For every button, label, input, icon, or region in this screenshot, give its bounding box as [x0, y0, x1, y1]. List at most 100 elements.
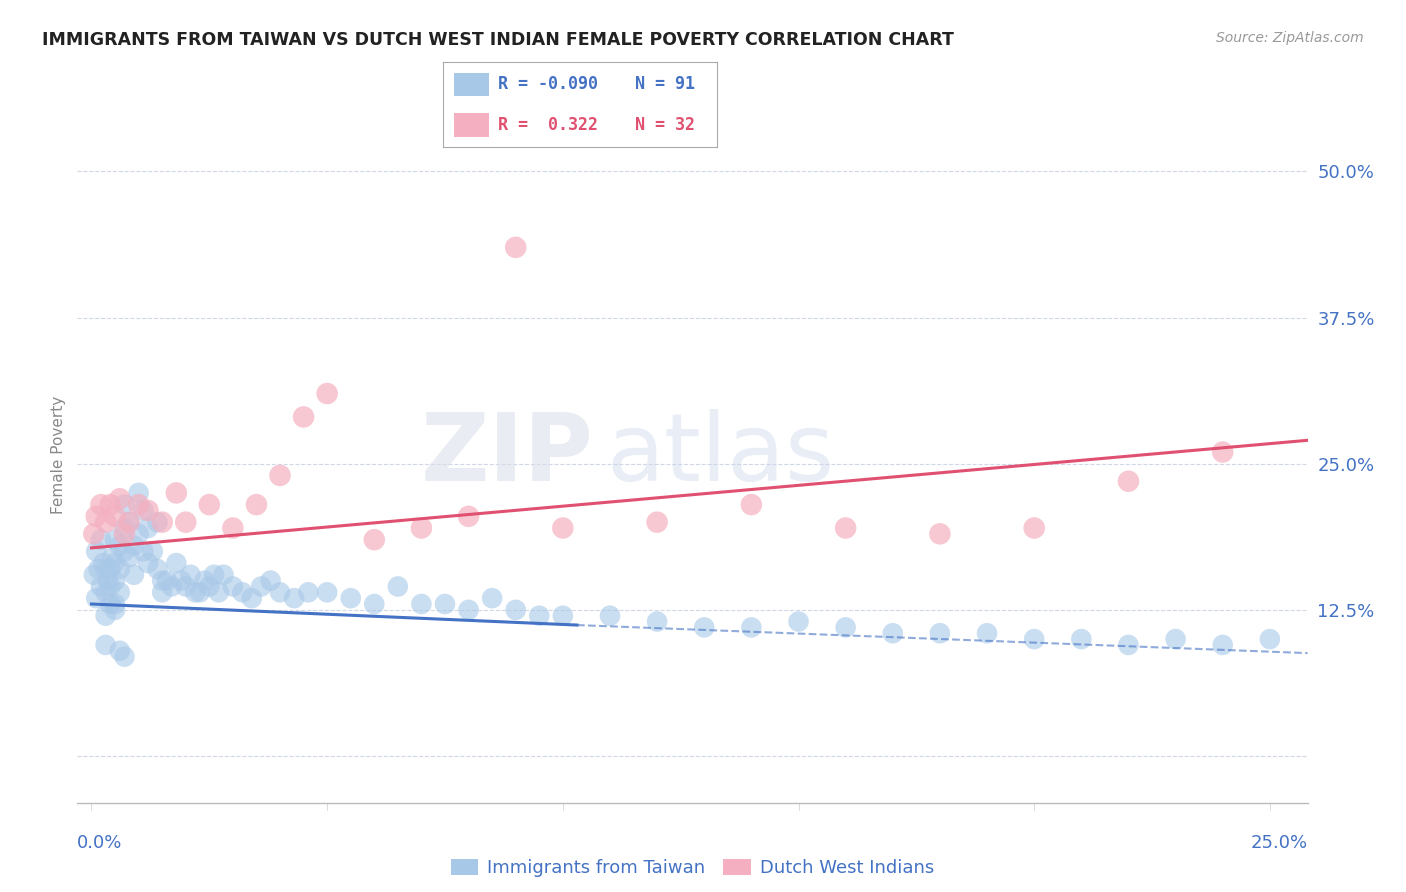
- Point: [222, 521, 245, 535]
- Point: [1070, 632, 1092, 646]
- Point: [505, 240, 527, 254]
- Point: [114, 526, 136, 541]
- Point: [84, 591, 107, 606]
- Point: [104, 533, 127, 547]
- Point: [1212, 445, 1234, 459]
- Point: [269, 585, 291, 599]
- Point: [363, 533, 385, 547]
- Point: [292, 409, 315, 424]
- Point: [122, 539, 145, 553]
- Point: [108, 585, 131, 599]
- Point: [122, 567, 145, 582]
- Legend: Immigrants from Taiwan, Dutch West Indians: Immigrants from Taiwan, Dutch West India…: [444, 852, 941, 884]
- Point: [1024, 632, 1046, 646]
- Point: [240, 591, 263, 606]
- Point: [834, 620, 856, 634]
- Point: [90, 533, 112, 547]
- Point: [184, 585, 207, 599]
- Point: [645, 615, 668, 629]
- Point: [387, 579, 409, 593]
- Point: [146, 515, 169, 529]
- Point: [411, 597, 433, 611]
- Text: IMMIGRANTS FROM TAIWAN VS DUTCH WEST INDIAN FEMALE POVERTY CORRELATION CHART: IMMIGRANTS FROM TAIWAN VS DUTCH WEST IND…: [42, 31, 955, 49]
- Point: [108, 562, 131, 576]
- Point: [165, 486, 187, 500]
- Point: [114, 649, 136, 664]
- Point: [128, 486, 150, 500]
- Point: [174, 515, 197, 529]
- Point: [136, 521, 159, 535]
- Point: [198, 579, 221, 593]
- FancyBboxPatch shape: [454, 72, 489, 96]
- Point: [91, 556, 114, 570]
- Point: [108, 644, 131, 658]
- Point: [929, 526, 952, 541]
- Point: [83, 526, 105, 541]
- Text: N = 32: N = 32: [636, 116, 695, 134]
- Point: [457, 509, 479, 524]
- Text: ZIP: ZIP: [422, 409, 595, 501]
- Point: [1118, 474, 1140, 488]
- Point: [83, 567, 105, 582]
- Text: R =  0.322: R = 0.322: [498, 116, 598, 134]
- Point: [363, 597, 385, 611]
- Point: [231, 585, 253, 599]
- Point: [98, 579, 121, 593]
- Point: [150, 574, 173, 588]
- Point: [94, 638, 117, 652]
- Point: [98, 498, 121, 512]
- Point: [170, 574, 193, 588]
- Text: Source: ZipAtlas.com: Source: ZipAtlas.com: [1216, 31, 1364, 45]
- Point: [84, 544, 107, 558]
- Point: [156, 574, 179, 588]
- Point: [882, 626, 904, 640]
- Point: [599, 608, 621, 623]
- Point: [165, 556, 187, 570]
- Point: [740, 498, 762, 512]
- Point: [90, 579, 112, 593]
- Point: [297, 585, 319, 599]
- Y-axis label: Female Poverty: Female Poverty: [51, 396, 66, 514]
- Text: atlas: atlas: [606, 409, 835, 501]
- Point: [250, 579, 273, 593]
- Point: [108, 539, 131, 553]
- Point: [283, 591, 305, 606]
- Text: N = 91: N = 91: [636, 75, 695, 93]
- Point: [551, 608, 574, 623]
- Point: [198, 498, 221, 512]
- Point: [84, 509, 107, 524]
- Point: [645, 515, 668, 529]
- Point: [1024, 521, 1046, 535]
- Point: [132, 544, 155, 558]
- Point: [142, 544, 165, 558]
- Point: [188, 585, 211, 599]
- Point: [1118, 638, 1140, 652]
- Point: [136, 556, 159, 570]
- Point: [208, 585, 231, 599]
- Point: [1212, 638, 1234, 652]
- FancyBboxPatch shape: [454, 113, 489, 137]
- Point: [316, 386, 339, 401]
- Point: [693, 620, 716, 634]
- Point: [94, 562, 117, 576]
- Point: [433, 597, 456, 611]
- Point: [104, 574, 127, 588]
- Point: [104, 603, 127, 617]
- Point: [529, 608, 551, 623]
- Point: [136, 503, 159, 517]
- Point: [150, 585, 173, 599]
- Point: [269, 468, 291, 483]
- Point: [212, 567, 235, 582]
- Point: [132, 503, 155, 517]
- Point: [481, 591, 503, 606]
- Point: [740, 620, 762, 634]
- Text: 25.0%: 25.0%: [1250, 834, 1308, 852]
- Point: [551, 521, 574, 535]
- Point: [179, 567, 201, 582]
- Point: [505, 603, 527, 617]
- Point: [929, 626, 952, 640]
- Point: [202, 567, 225, 582]
- Text: 0.0%: 0.0%: [77, 834, 122, 852]
- Point: [114, 521, 136, 535]
- Point: [245, 498, 267, 512]
